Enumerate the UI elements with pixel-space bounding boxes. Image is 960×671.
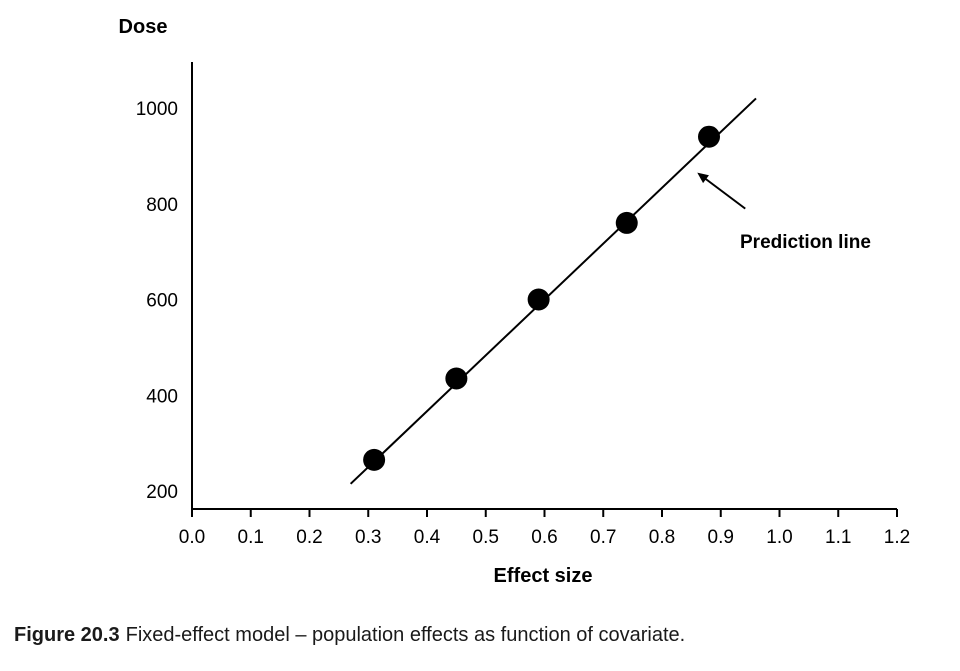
data-point [698,125,720,148]
data-point [527,288,550,311]
x-tick-label: 0.8 [649,527,675,548]
x-tick-label: 1.0 [766,527,792,548]
y-tick-label: 600 [146,291,178,312]
data-point [363,448,386,471]
x-tick-label: 0.4 [414,527,441,548]
x-axis-title: Effect size [494,565,593,587]
x-tick-label: 0.5 [473,527,499,548]
data-point [615,211,638,234]
x-axis-ticks: 0.0 0.1 0.2 0.3 0.4 0.5 0.6 0.7 0.8 0.9 1.0 1.1 1.2 [179,509,910,548]
data-points [363,125,720,471]
caption-text: Fixed-effect model – population effects … [125,624,686,646]
caption-figure-label: Figure 20.3 [14,624,120,646]
y-tick-label: 800 [146,195,178,216]
annotation-arrowhead [697,172,709,184]
y-axis-title: Dose [119,16,168,38]
y-axis-ticks: 200 400 600 800 1000 [136,99,178,503]
x-tick-label: 0.1 [238,527,264,548]
x-tick-label: 1.2 [884,527,910,548]
x-tick-label: 0.2 [296,527,322,548]
x-tick-label: 1.1 [825,527,851,548]
x-tick-label: 0.9 [708,527,734,548]
annotation-label: Prediction line [740,232,871,253]
x-tick-label: 0.3 [355,527,381,548]
x-tick-label: 0.6 [531,527,557,548]
annotation-arrow [702,176,746,210]
y-tick-label: 1000 [136,99,178,120]
y-tick-label: 200 [146,482,178,503]
y-tick-label: 400 [146,386,178,407]
data-point [445,367,468,390]
prediction-line [349,97,757,485]
x-tick-label: 0.7 [590,527,616,548]
x-tick-label: 0.0 [179,527,205,548]
figure-caption: Figure 20.3 Fixed-effect model – populati… [14,624,685,647]
chart: Dose 200 400 600 800 1000 0.0 0.1 0.2 0.3 0.4 0.5… [119,16,911,587]
